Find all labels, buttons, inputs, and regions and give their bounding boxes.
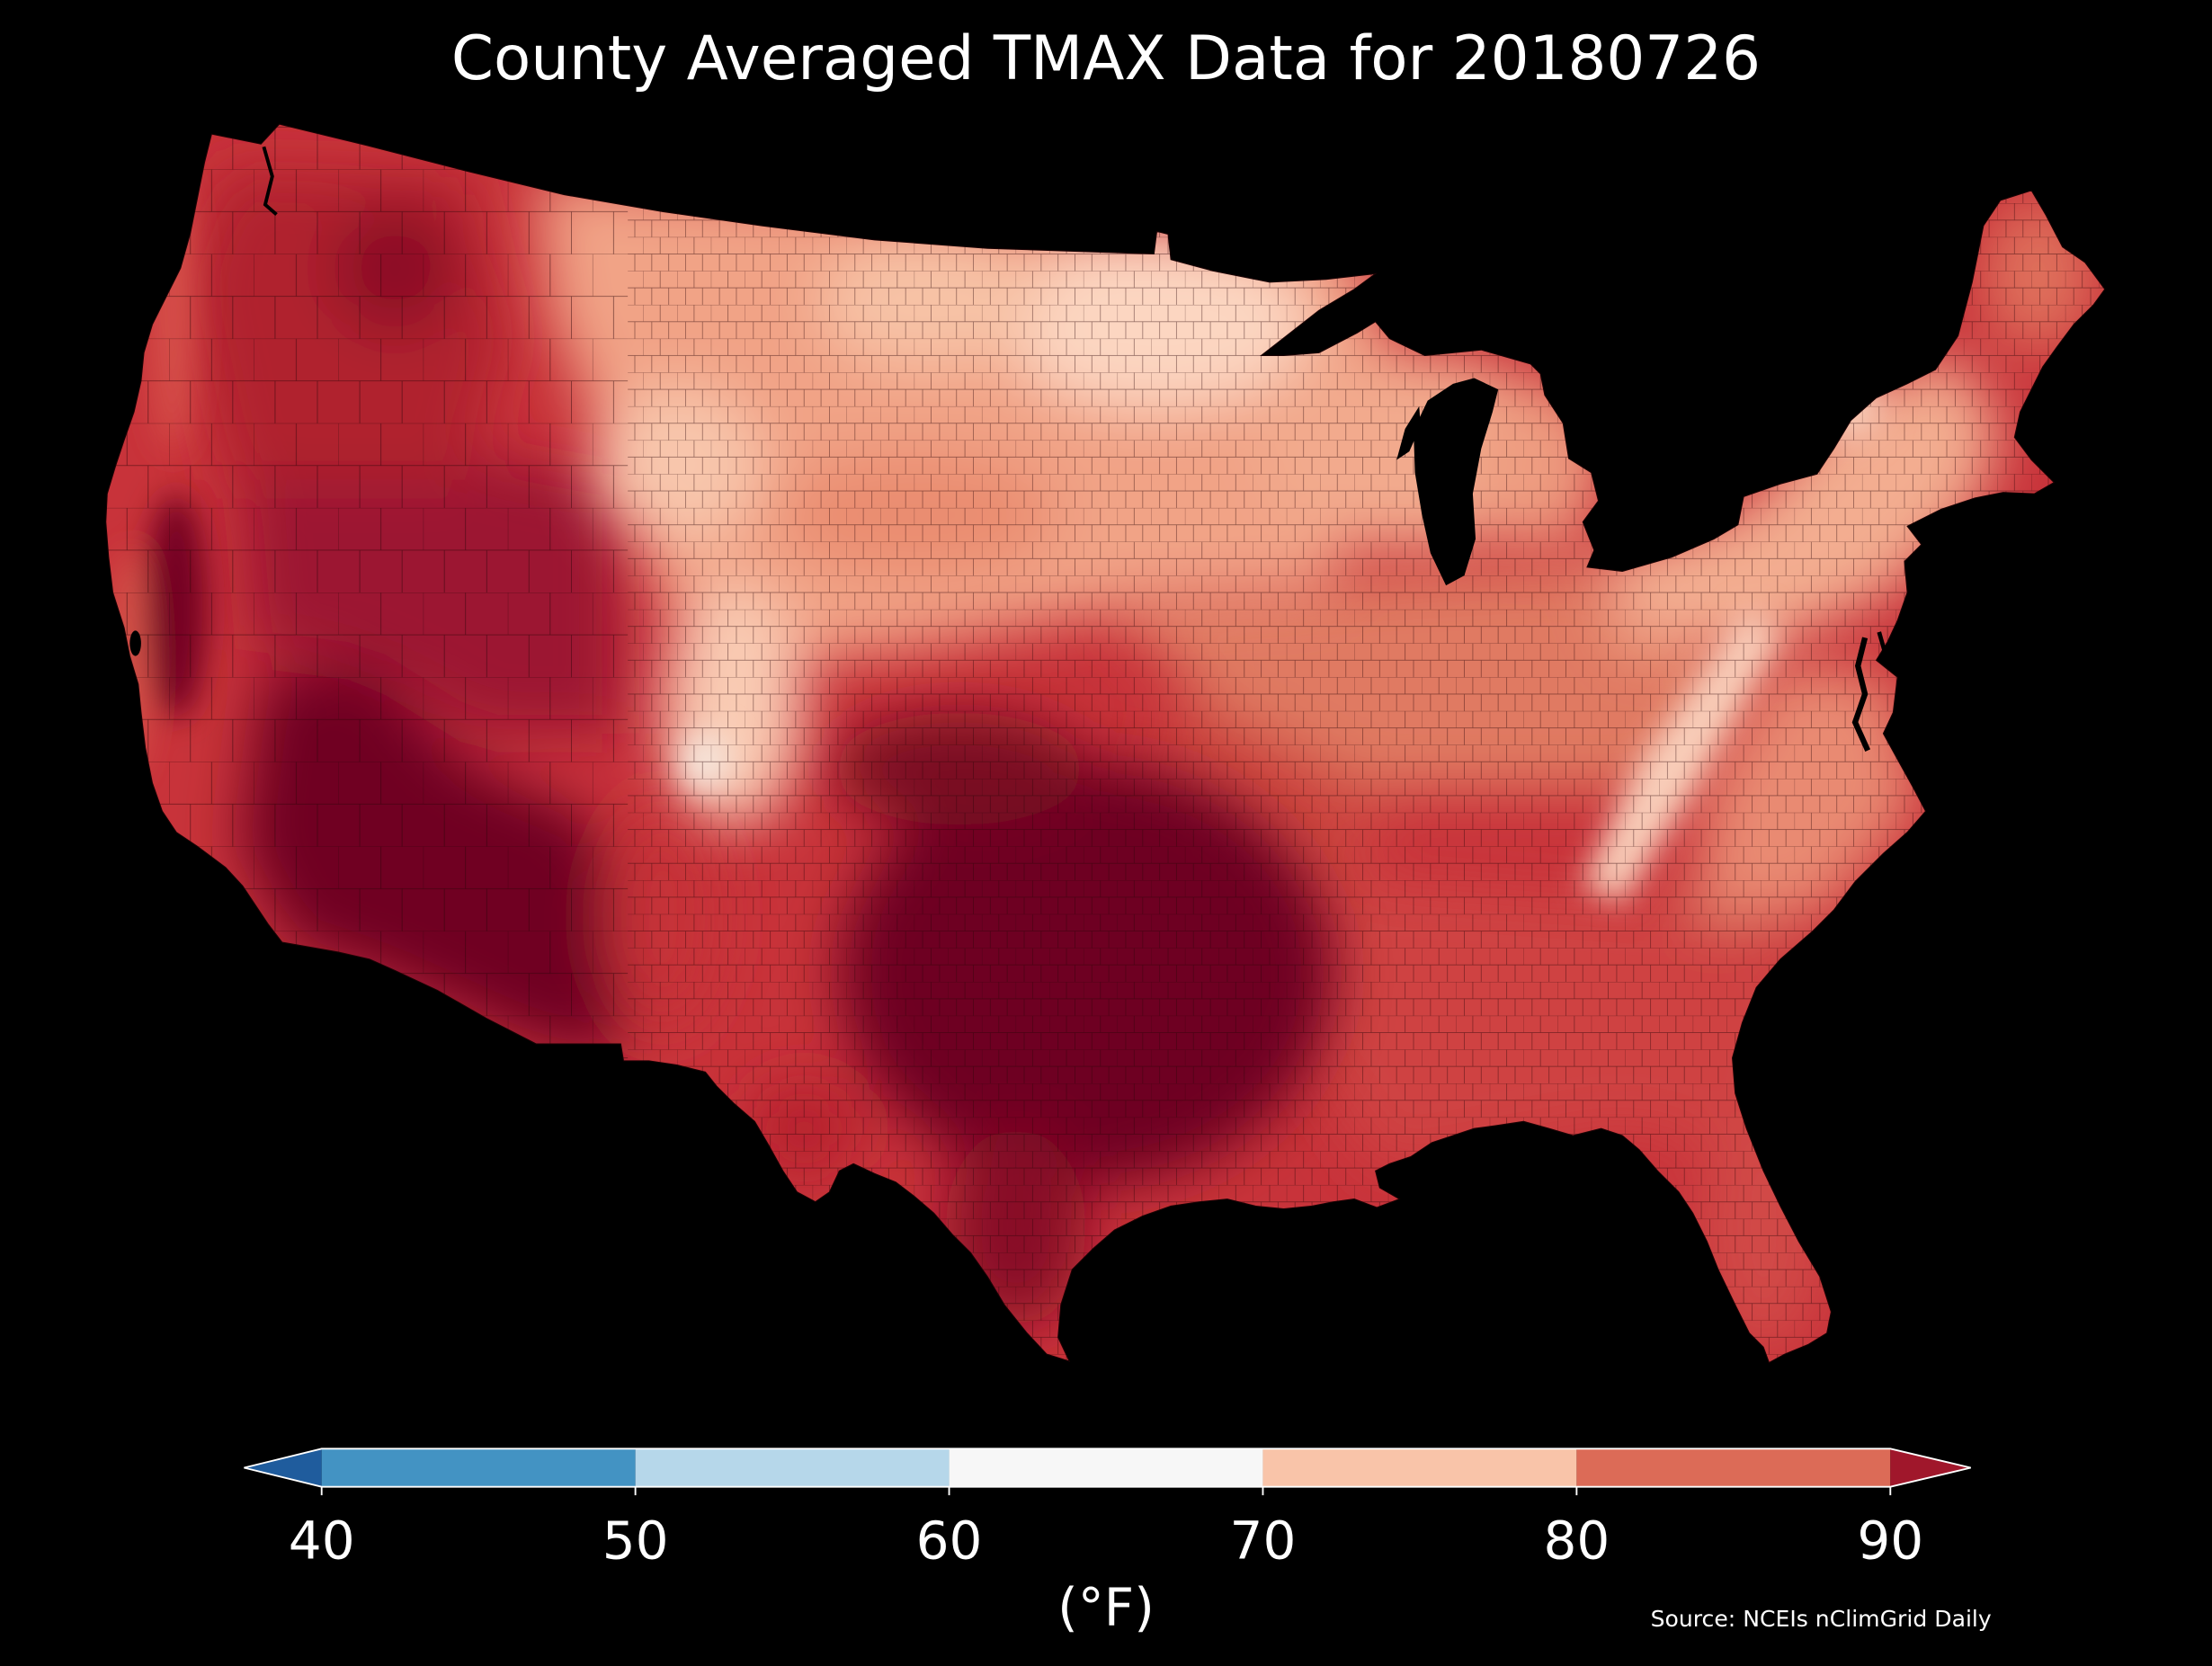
- water-bodies: [129, 146, 1887, 753]
- colorbar-bin-40-50: [321, 1448, 636, 1487]
- colorbar-tick-label: 80: [1543, 1510, 1610, 1572]
- chesapeake-bay: [1851, 637, 1871, 753]
- source-credit: Source: NCEIs nClimGrid Daily: [1651, 1606, 1992, 1632]
- colorbar-extend-min: [244, 1448, 322, 1487]
- colorbar-bin-50-60: [635, 1448, 950, 1487]
- colorbar-tick-label: 90: [1857, 1510, 1923, 1572]
- colorbar-tick-label: 40: [289, 1510, 355, 1572]
- delaware-bay: [1877, 631, 1887, 653]
- lake-michigan: [1414, 378, 1499, 586]
- map-title: County Averaged TMAX Data for 20180726: [451, 22, 1761, 94]
- colorbar-tick-label: 60: [916, 1510, 983, 1572]
- colorbar-tick-label: 70: [1230, 1510, 1297, 1572]
- green-bay: [1396, 405, 1421, 460]
- colorbar: 40 50 60 70 80 90: [244, 1448, 1971, 1572]
- colorbar-bin-60-70: [949, 1448, 1263, 1487]
- county-lines-east: [628, 124, 2105, 1363]
- puget-sound: [262, 146, 278, 217]
- colorbar-unit-label: (°F): [1057, 1576, 1155, 1637]
- colorbar-extend-max: [1890, 1448, 1971, 1487]
- conus-choropleth: [105, 124, 2105, 1363]
- colorbar-tick-label: 50: [602, 1510, 669, 1572]
- san-francisco-bay: [129, 630, 141, 656]
- colorbar-bin-80-90: [1576, 1448, 1891, 1487]
- colorbar-bin-70-80: [1262, 1448, 1577, 1487]
- county-lines-west: [105, 124, 629, 1115]
